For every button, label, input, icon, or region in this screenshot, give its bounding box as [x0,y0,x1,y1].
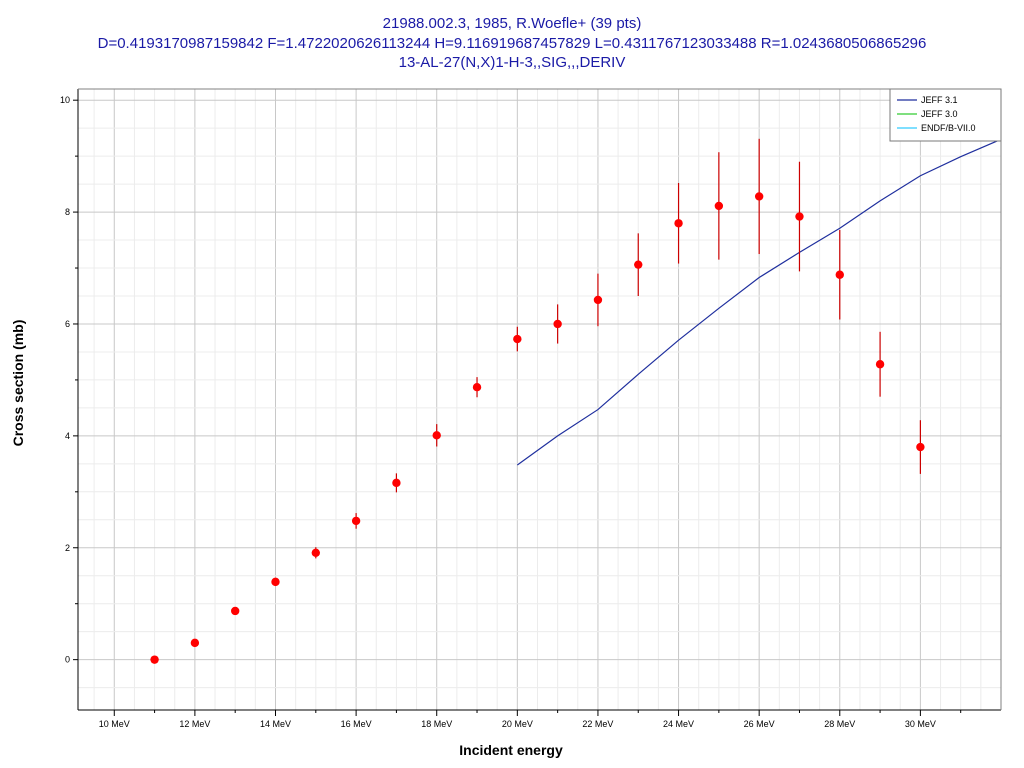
data-point [754,192,764,201]
x-tick-label: 22 MeV [582,719,613,729]
x-tick-label: 20 MeV [502,719,533,729]
legend-box [889,88,1002,142]
data-point [795,212,804,221]
x-tick-label: 30 MeV [905,719,936,729]
data-point [472,382,482,392]
y-axis-label: Cross section (mb) [10,320,26,447]
x-axis-label: Incident energy [459,742,563,758]
y-tick-label: 2 [65,543,70,553]
axes [77,88,1002,711]
y-tick-label: 8 [65,207,70,217]
data-point [674,219,683,228]
x-tick-label: 12 MeV [179,719,210,729]
y-tick-label: 6 [65,319,70,329]
x-tick-label: 18 MeV [421,719,452,729]
data-point [190,638,200,648]
data-point [150,655,159,664]
data-point [311,548,321,557]
plot-area [78,89,1001,710]
data-point [230,606,240,616]
x-tick-label: 14 MeV [260,719,291,729]
legend-label: ENDF/B-VII.0 [921,123,976,133]
legend-label: JEFF 3.1 [921,95,958,105]
y-tick-label: 0 [65,655,70,665]
data-point [593,295,603,305]
data-point [513,334,522,344]
ticks: 10 MeV 12 MeV 14 MeV 16 MeV 18 MeV 20 MeV 22 M… [60,95,962,729]
series-layer [150,138,1001,664]
chart-title-line-3: 13-AL-27(N,X)1-H-3,,SIG,,,DERIV [398,54,626,71]
chart-title-line-1: 21988.002.3, 1985, R.Woefle+ (39 pts) [382,15,642,32]
legend: JEFF 3.1 JEFF 3.0 ENDF/B-VII.0 [889,88,1002,142]
x-tick-label: 10 MeV [99,719,130,729]
y-tick-label: 10 [60,95,70,105]
x-tick-label: 16 MeV [341,719,372,729]
data-point [392,478,401,488]
data-point [916,442,925,452]
data-point [271,577,280,587]
data-point [553,319,562,329]
data-point [875,360,885,369]
data-point [634,260,643,269]
y-tick-label: 4 [65,431,70,441]
grid [78,89,1002,710]
legend-label: JEFF 3.0 [921,109,958,119]
x-tick-label: 26 MeV [744,719,775,729]
chart-title-line-2: D=0.4193170987159842 F=1.472202062611324… [97,35,927,52]
data-point [835,270,844,279]
x-tick-label: 24 MeV [663,719,694,729]
series-line-0 [516,138,1001,466]
x-tick-label: 28 MeV [824,719,855,729]
data-point [351,516,361,526]
data-point [432,431,441,440]
data-point [714,201,724,211]
